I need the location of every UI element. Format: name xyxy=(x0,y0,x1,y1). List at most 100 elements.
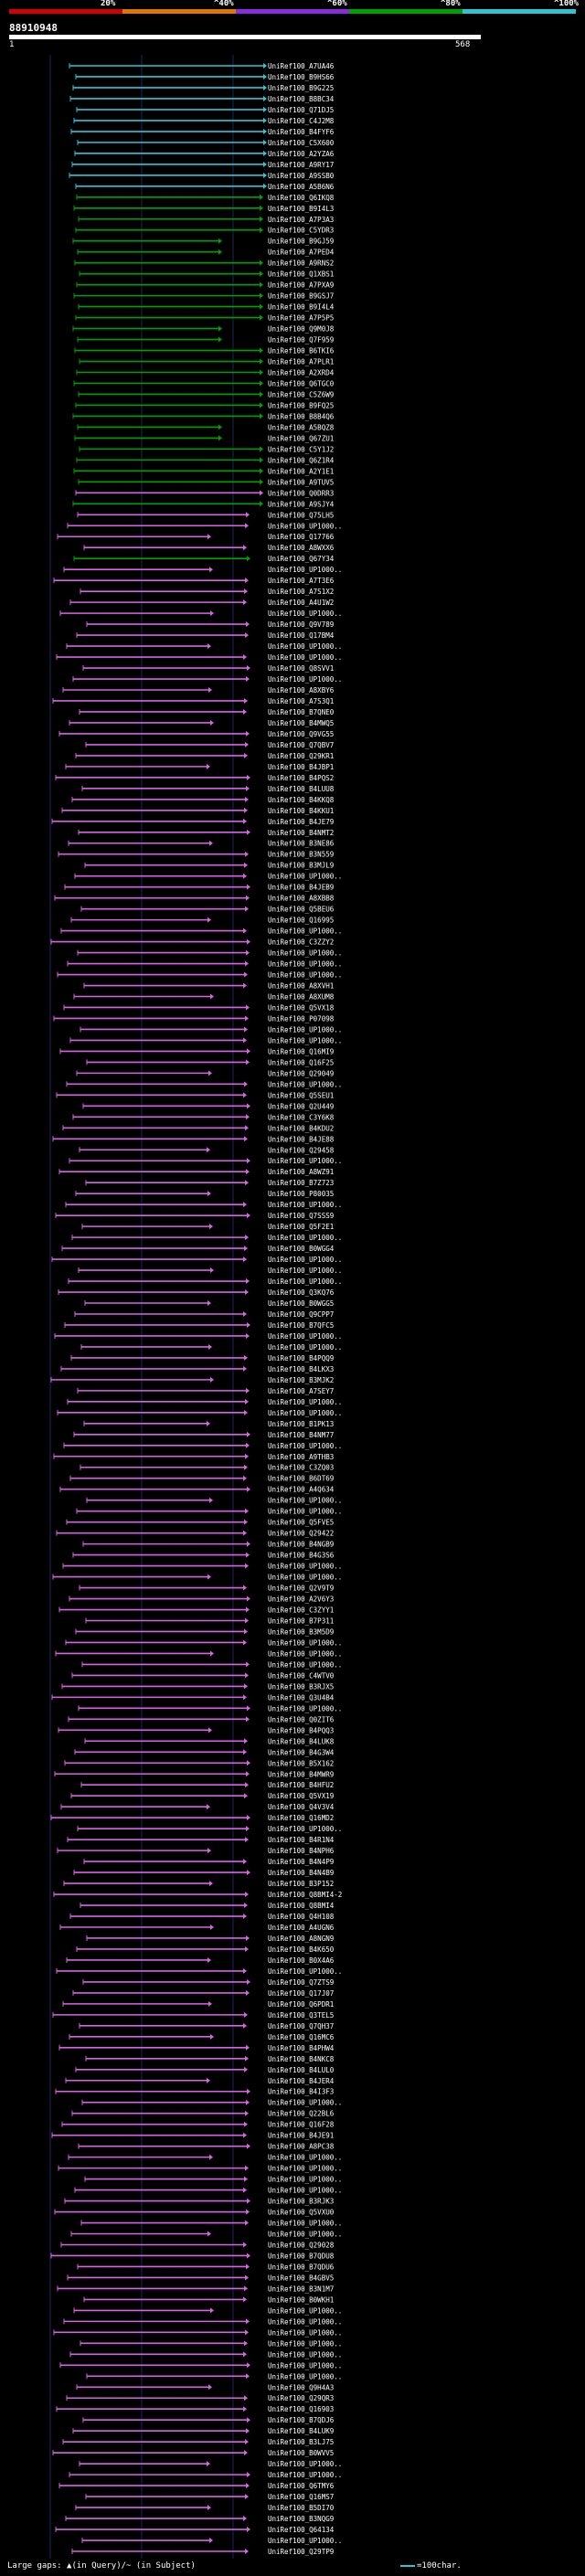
hit-label[interactable]: UniRef100_B0WVV5 xyxy=(268,2449,334,2457)
hit-label[interactable]: UniRef100_Q6PDR1 xyxy=(268,2000,334,2009)
hit-label[interactable]: UniRef100_Q17766 xyxy=(268,533,335,541)
hit-row[interactable]: UniRef100_B4KKQ8 xyxy=(71,796,335,804)
hit-label[interactable]: UniRef100_UP1000.. xyxy=(268,2537,342,2545)
hit-row[interactable]: UniRef100_Q29458 xyxy=(79,1146,335,1154)
hit-row[interactable]: UniRef100_B6DT69 xyxy=(69,1475,334,1483)
hit-label[interactable]: UniRef100_UP1000.. xyxy=(268,1638,342,1647)
hit-row[interactable]: UniRef100_A8PC38 xyxy=(78,2143,335,2151)
hit-label[interactable]: UniRef100_UP1000.. xyxy=(268,2220,342,2228)
hit-label[interactable]: UniRef100_Q6TGC0 xyxy=(268,379,335,387)
hit-label[interactable]: UniRef100_UP1000.. xyxy=(268,1704,342,1712)
hit-label[interactable]: UniRef100_B0WGG4 xyxy=(268,1245,335,1253)
hit-row[interactable]: UniRef100_Q16F28 xyxy=(61,2121,335,2129)
hit-label[interactable]: UniRef100_B4LUU8 xyxy=(268,785,335,793)
hit-row[interactable]: UniRef100_C4J2M8 xyxy=(73,117,335,125)
hit-row[interactable]: UniRef100_B4MWR9 xyxy=(54,1770,334,1778)
hit-row[interactable]: UniRef100_UP1000.. xyxy=(78,1704,342,1712)
hit-label[interactable]: UniRef100_UP1000.. xyxy=(268,653,342,662)
hit-row[interactable]: UniRef100_UP1000.. xyxy=(55,1649,342,1658)
hit-label[interactable]: UniRef100_A4U1W2 xyxy=(268,599,334,607)
hit-label[interactable]: UniRef100_C3ZQ03 xyxy=(268,1464,334,1472)
hit-row[interactable]: UniRef100_A7T3E6 xyxy=(53,577,335,585)
hit-label[interactable]: UniRef100_A2XRD4 xyxy=(268,369,335,377)
hit-label[interactable]: UniRef100_B0X4A6 xyxy=(268,1956,335,1965)
hit-label[interactable]: UniRef100_Q5FVE5 xyxy=(268,1519,334,1527)
hit-row[interactable]: UniRef100_Q16903 xyxy=(56,2405,334,2413)
hit-row[interactable]: UniRef100_B4NGB9 xyxy=(82,1541,334,1549)
hit-label[interactable]: UniRef100_UP1000.. xyxy=(268,971,342,980)
hit-label[interactable]: UniRef100_A8XBB8 xyxy=(268,895,335,903)
hit-row[interactable]: UniRef100_B3MJK2 xyxy=(50,1376,334,1384)
hit-label[interactable]: UniRef100_B3NQG9 xyxy=(268,2515,334,2523)
hit-label[interactable]: UniRef100_UP1000.. xyxy=(268,522,342,530)
hit-label[interactable]: UniRef100_Q9M0J8 xyxy=(268,325,335,334)
hit-row[interactable]: UniRef100_C3ZZY2 xyxy=(50,938,334,947)
hit-row[interactable]: UniRef100_B4PHW4 xyxy=(58,2044,335,2052)
hit-label[interactable]: UniRef100_B4NM77 xyxy=(268,1431,334,1439)
hit-label[interactable]: UniRef100_UP1000.. xyxy=(268,1563,342,1571)
hit-label[interactable]: UniRef100_B4KDU2 xyxy=(268,1124,334,1132)
hit-row[interactable]: UniRef100_Q5FVE5 xyxy=(66,1519,334,1527)
hit-row[interactable]: UniRef100_B9I4L4 xyxy=(78,303,335,312)
hit-label[interactable]: UniRef100_B7Z723 xyxy=(268,1179,334,1187)
hit-row[interactable]: UniRef100_B7QDU6 xyxy=(77,2263,335,2271)
hit-label[interactable]: UniRef100_Q29458 xyxy=(268,1146,335,1154)
hit-label[interactable]: UniRef100_A9TUV5 xyxy=(268,478,334,486)
hit-label[interactable]: UniRef100_B4JE91 xyxy=(268,2132,334,2140)
hit-row[interactable]: UniRef100_Q9M0J8 xyxy=(72,325,335,334)
hit-label[interactable]: UniRef100_B3RJK3 xyxy=(268,2198,334,2206)
hit-row[interactable]: UniRef100_C4WTV0 xyxy=(71,1671,335,1680)
hit-label[interactable]: UniRef100_UP1000.. xyxy=(268,566,342,574)
hit-label[interactable]: UniRef100_Q29TP9 xyxy=(268,2548,334,2556)
hit-row[interactable]: UniRef100_B4GBV5 xyxy=(67,2274,334,2282)
hit-label[interactable]: UniRef100_A7T3E6 xyxy=(268,577,335,585)
hit-label[interactable]: UniRef100_Q16MS7 xyxy=(268,2493,334,2501)
hit-row[interactable]: UniRef100_A7S1X2 xyxy=(80,588,334,596)
hit-label[interactable]: UniRef100_B7QDU6 xyxy=(268,2263,335,2271)
hit-row[interactable]: UniRef100_B0WVV5 xyxy=(52,2449,334,2457)
hit-row[interactable]: UniRef100_B4LUL0 xyxy=(75,2066,335,2074)
hit-row[interactable]: UniRef100_Q64134 xyxy=(55,2526,335,2534)
hit-label[interactable]: UniRef100_B4JEB9 xyxy=(268,884,334,892)
hit-label[interactable]: UniRef100_Q4H108 xyxy=(268,1913,335,1921)
hit-label[interactable]: UniRef100_UP1000.. xyxy=(268,960,342,969)
hit-row[interactable]: UniRef100_B9G225 xyxy=(72,84,334,92)
hit-label[interactable]: UniRef100_C5YDR3 xyxy=(268,227,334,235)
hit-label[interactable]: UniRef100_Q7F959 xyxy=(268,336,334,345)
hit-label[interactable]: UniRef100_UP1000.. xyxy=(268,1574,342,1582)
hit-label[interactable]: UniRef100_B4NPH6 xyxy=(268,1847,335,1855)
hit-row[interactable]: UniRef100_UP1000.. xyxy=(65,1638,342,1647)
hit-label[interactable]: UniRef100_B4LUL0 xyxy=(268,2066,335,2074)
hit-row[interactable]: UniRef100_UP1000.. xyxy=(67,960,342,969)
hit-label[interactable]: UniRef100_Q8BMI4-2 xyxy=(268,1891,342,1899)
hit-row[interactable]: UniRef100_A7P5P5 xyxy=(75,314,334,323)
hit-row[interactable]: UniRef100_B4NKC8 xyxy=(85,2055,335,2063)
hit-row[interactable]: UniRef100_B4LUK9 xyxy=(72,2427,334,2435)
hit-label[interactable]: UniRef100_Q3TEL5 xyxy=(268,2011,334,2019)
hit-label[interactable]: UniRef100_C5Y1J2 xyxy=(268,445,334,453)
hit-label[interactable]: UniRef100_Q17BM4 xyxy=(268,631,335,640)
hit-row[interactable]: UniRef100_UP1000.. xyxy=(74,2187,342,2195)
hit-label[interactable]: UniRef100_UP1000.. xyxy=(268,1025,342,1034)
hit-label[interactable]: UniRef100_Q29QR3 xyxy=(268,2394,334,2402)
hit-label[interactable]: UniRef100_UP1000.. xyxy=(268,1080,342,1088)
hit-label[interactable]: UniRef100_UP1000.. xyxy=(268,1508,342,1516)
hit-row[interactable]: UniRef100_A4U1W2 xyxy=(69,599,334,607)
hit-label[interactable]: UniRef100_B4FYF6 xyxy=(268,128,335,136)
hit-label[interactable]: UniRef100_B4NKC8 xyxy=(268,2055,335,2063)
hit-row[interactable]: UniRef100_A9RNS2 xyxy=(74,260,334,268)
hit-row[interactable]: UniRef100_A8XBB8 xyxy=(54,895,335,903)
hit-label[interactable]: UniRef100_P80035 xyxy=(268,1190,334,1198)
hit-row[interactable]: UniRef100_Q9H4A3 xyxy=(76,2383,334,2391)
hit-row[interactable]: UniRef100_Q3U4B4 xyxy=(51,1693,335,1701)
hit-row[interactable]: UniRef100_A9THB3 xyxy=(53,1453,334,1461)
hit-label[interactable]: UniRef100_B3N1M7 xyxy=(268,2284,334,2293)
hit-label[interactable]: UniRef100_UP1000.. xyxy=(268,2099,342,2107)
hit-label[interactable]: UniRef100_UP1000.. xyxy=(268,873,342,881)
hit-label[interactable]: UniRef100_UP1000.. xyxy=(268,1277,342,1286)
hit-row[interactable]: UniRef100_A9RY17 xyxy=(71,161,334,169)
hit-row[interactable]: UniRef100_Q4V3V4 xyxy=(60,1803,335,1811)
hit-label[interactable]: UniRef100_B4JE88 xyxy=(268,1135,335,1143)
hit-row[interactable]: UniRef100_B4I3F3 xyxy=(55,2088,334,2096)
hit-row[interactable]: UniRef100_B0WKH1 xyxy=(83,2295,334,2304)
